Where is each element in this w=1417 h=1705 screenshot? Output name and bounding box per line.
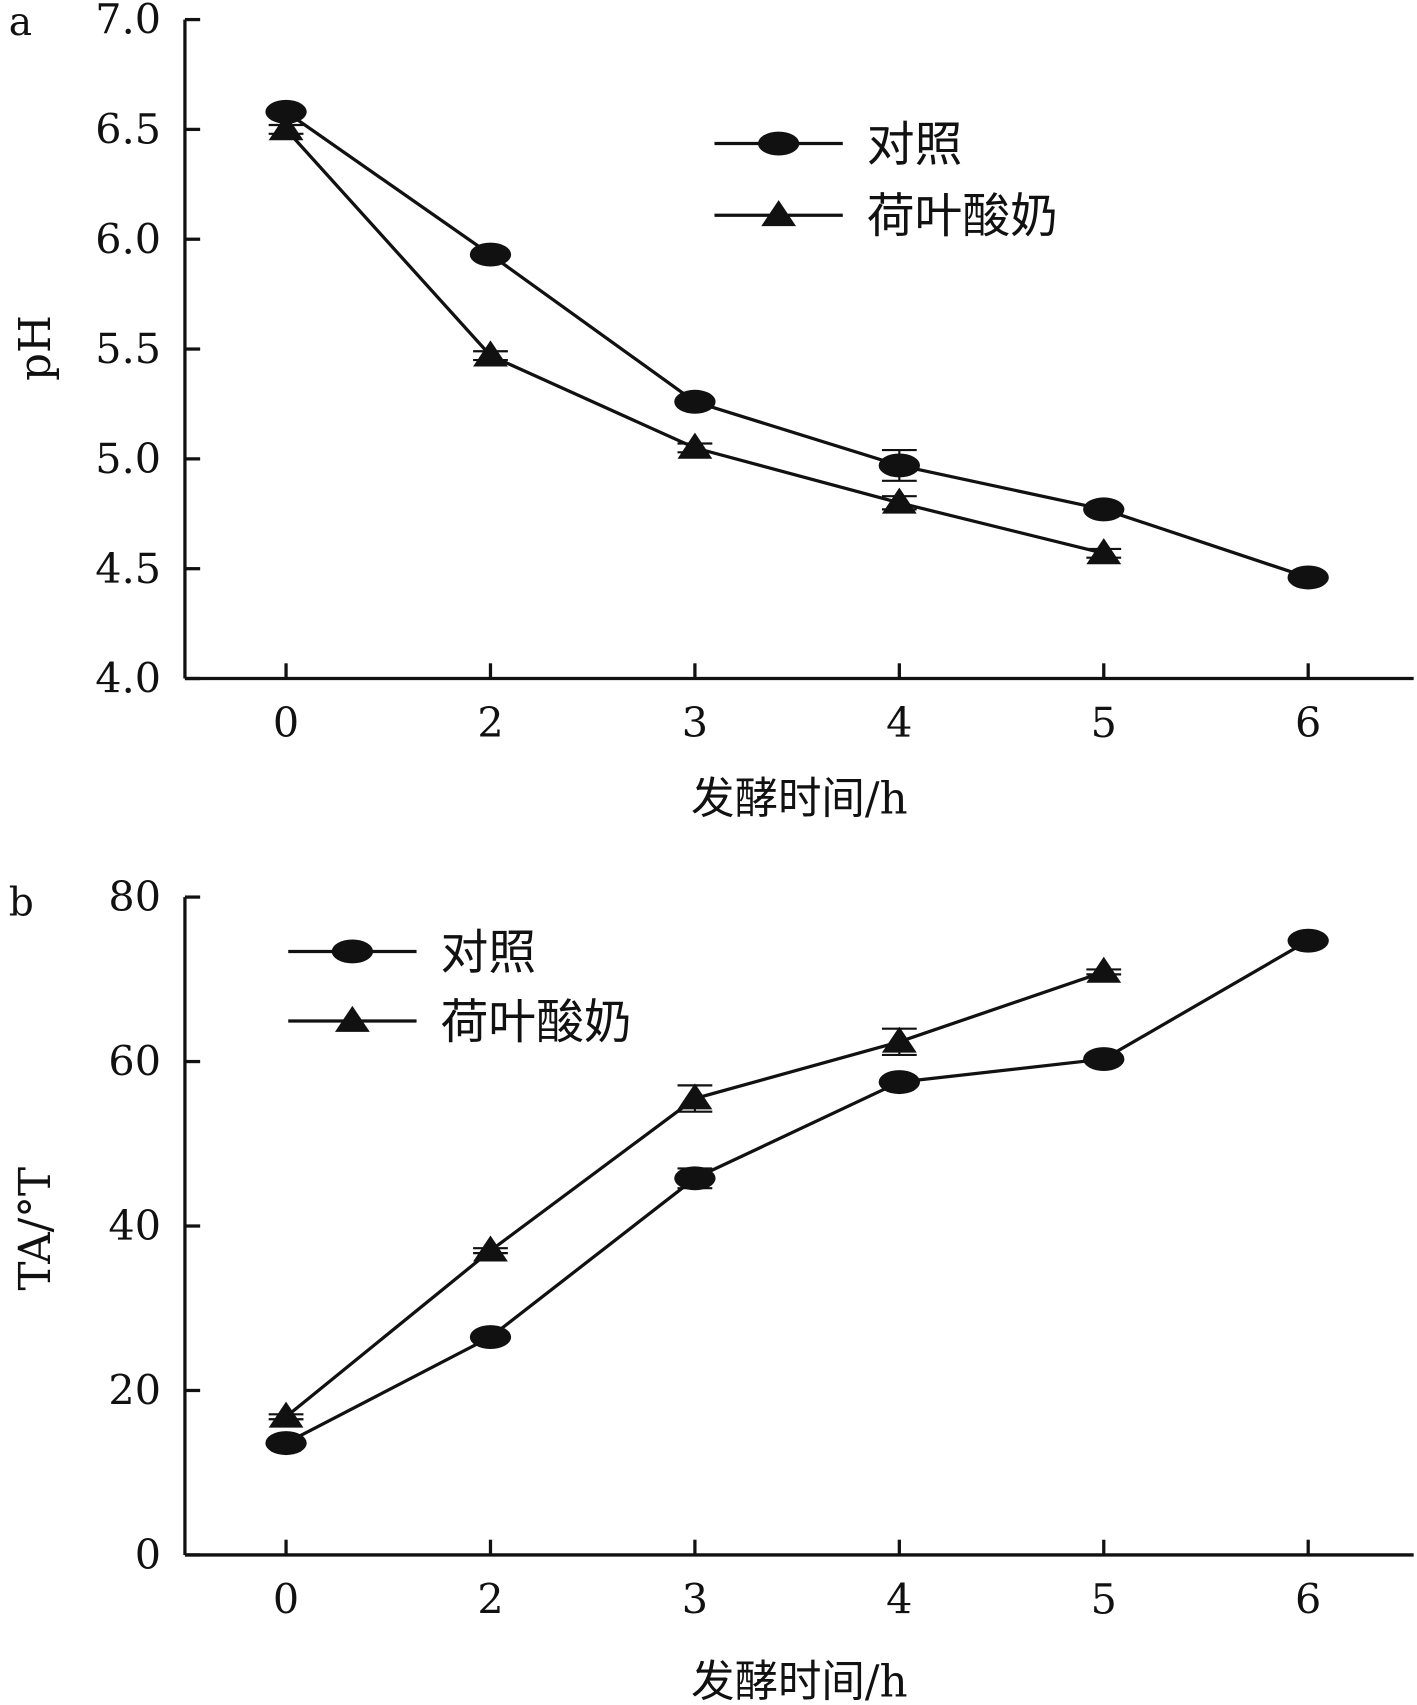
- data-point-triangle: [881, 1026, 917, 1053]
- y-axis-title: TA/°T: [11, 1167, 61, 1290]
- data-point-triangle: [761, 200, 797, 227]
- data-point-circle: [469, 242, 512, 267]
- panel-label: b: [9, 881, 34, 926]
- data-point-circle: [878, 453, 920, 478]
- data-point-circle: [469, 1325, 512, 1349]
- legend-item: 对照: [714, 118, 962, 173]
- x-tick-label: 2: [477, 699, 503, 747]
- series-line: [285, 970, 1105, 1419]
- x-tick-label: 4: [886, 1576, 912, 1624]
- series-lotus-yogurt: [268, 114, 1122, 565]
- x-tick-label: 3: [682, 699, 708, 747]
- data-point-circle: [1083, 497, 1125, 522]
- data-point-triangle: [268, 114, 304, 141]
- legend-label: 荷叶酸奶: [440, 995, 631, 1050]
- legend-label: 对照: [867, 118, 963, 173]
- y-tick-label: 5.5: [95, 325, 161, 373]
- data-point-circle: [1287, 928, 1329, 953]
- x-tick-label: 6: [1295, 1576, 1321, 1624]
- data-point-circle: [265, 1431, 307, 1456]
- y-tick-label: 5.0: [95, 435, 161, 483]
- legend-item: 荷叶酸奶: [714, 190, 1058, 245]
- legend-label: 荷叶酸奶: [867, 190, 1058, 245]
- data-point-triangle: [1086, 538, 1122, 565]
- series-line: [285, 939, 1310, 1445]
- y-tick-label: 4.0: [95, 655, 161, 703]
- data-point-triangle: [268, 1401, 304, 1428]
- data-point-triangle: [881, 487, 917, 514]
- data-point-circle: [265, 99, 307, 124]
- y-tick-label: 6.0: [95, 215, 161, 263]
- y-tick-label: 0: [135, 1531, 161, 1579]
- data-point-triangle: [473, 1235, 508, 1262]
- x-tick-label: 5: [1091, 699, 1117, 747]
- x-axis-title: 发酵时间/h: [691, 774, 908, 824]
- x-tick-label: 0: [273, 699, 299, 747]
- x-tick-label: 3: [682, 1576, 708, 1624]
- y-tick-label: 40: [108, 1202, 161, 1250]
- y-tick-label: 80: [108, 873, 161, 921]
- y-tick-label: 4.5: [95, 545, 161, 593]
- y-tick-label: 60: [108, 1038, 161, 1086]
- legend-item: 荷叶酸奶: [288, 995, 632, 1050]
- data-point-circle: [757, 131, 800, 156]
- data-point-circle: [674, 1166, 716, 1191]
- data-point-triangle: [334, 1005, 370, 1032]
- y-tick-label: 7.0: [95, 0, 161, 44]
- series-line: [285, 110, 1309, 580]
- legend-item: 对照: [288, 926, 536, 981]
- panel-a-ph-chart: a 4.0 4.5 5.0 5.5 6.0 6.5 7.0 0 2 3 4 5 6 发酵时间/h pH 对照荷叶…: [9, 0, 1414, 824]
- data-point-triangle: [677, 1083, 713, 1110]
- series-control: [265, 928, 1329, 1456]
- data-point-circle: [878, 1070, 920, 1095]
- x-tick-label: 4: [886, 699, 912, 747]
- x-tick-label: 6: [1295, 699, 1321, 747]
- x-tick-label: 5: [1091, 1576, 1117, 1624]
- data-point-circle: [331, 939, 374, 964]
- data-point-circle: [1083, 1047, 1125, 1072]
- data-point-circle: [674, 389, 716, 414]
- y-tick-label: 20: [108, 1367, 161, 1415]
- legend-label: 对照: [440, 926, 536, 981]
- series-control: [265, 99, 1329, 590]
- y-tick-label: 6.5: [95, 106, 161, 154]
- data-point-triangle: [677, 432, 713, 459]
- data-point-triangle: [1086, 956, 1122, 983]
- x-tick-label: 2: [477, 1576, 503, 1624]
- panel-label: a: [9, 0, 32, 45]
- y-axis-title: pH: [11, 315, 61, 381]
- x-axis-title: 发酵时间/h: [691, 1657, 908, 1705]
- data-point-triangle: [473, 340, 508, 367]
- x-tick-label: 0: [273, 1576, 299, 1624]
- series-lotus-yogurt: [268, 956, 1122, 1428]
- data-point-circle: [1287, 565, 1329, 590]
